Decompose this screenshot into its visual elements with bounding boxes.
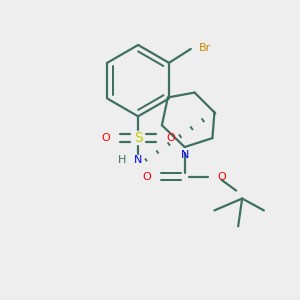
Text: O: O [101, 133, 110, 143]
Text: S: S [134, 131, 142, 145]
Text: O: O [143, 172, 152, 182]
Text: O: O [167, 133, 175, 143]
Text: H: H [118, 155, 126, 165]
Text: O: O [217, 172, 226, 182]
Text: Br: Br [199, 43, 211, 53]
Text: N: N [134, 155, 142, 165]
Text: N: N [181, 150, 189, 160]
